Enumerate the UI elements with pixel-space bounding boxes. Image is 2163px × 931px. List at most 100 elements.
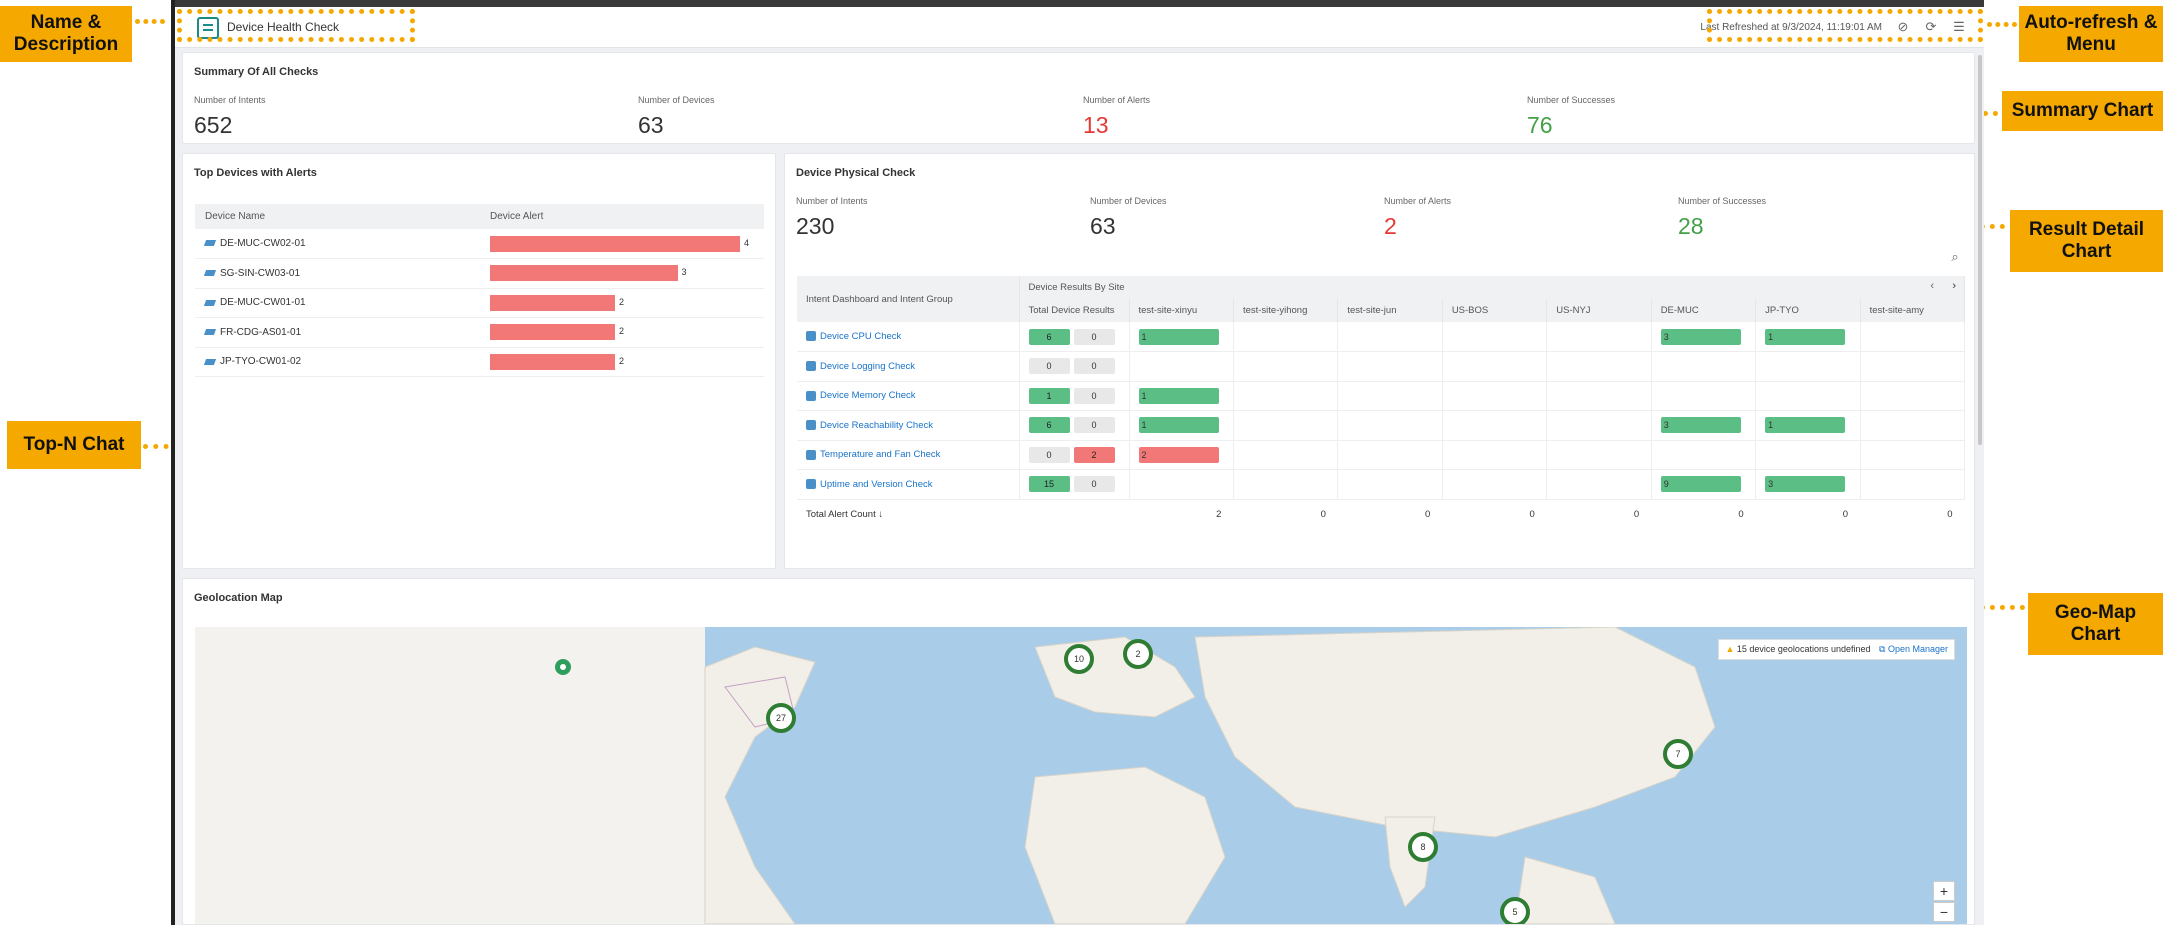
refresh-off-icon[interactable]: ⊘ bbox=[1897, 19, 1909, 34]
map-cluster[interactable]: 10 bbox=[1064, 644, 1094, 674]
map-cluster[interactable]: 5 bbox=[1500, 897, 1530, 924]
zoom-in-button[interactable]: + bbox=[1933, 881, 1955, 901]
total-alert-value: 0 bbox=[1320, 508, 1326, 520]
site-cell bbox=[1651, 351, 1757, 382]
site-results-row[interactable]: Uptime and Version Check 15 0 9 3 bbox=[797, 469, 1966, 500]
site-results-row[interactable]: Device Logging Check 0 0 bbox=[797, 351, 1966, 382]
device-name: DE-MUC-CW02-01 bbox=[220, 238, 306, 249]
alert-chip[interactable]: 0 bbox=[1073, 328, 1115, 345]
col-site[interactable]: JP-TYO bbox=[1755, 299, 1861, 322]
col-site[interactable]: test-site-yihong bbox=[1233, 299, 1339, 322]
site-result-bar[interactable]: 3 bbox=[1765, 476, 1846, 493]
search-icon[interactable]: ⌕ bbox=[1951, 249, 1959, 264]
total-alert-value: 0 bbox=[1842, 508, 1849, 520]
geolocation-map[interactable]: 10 2 27 7 8 5 ▲ 15 device geolocations u… bbox=[195, 627, 1967, 924]
topn-row[interactable]: DE-MUC-CW02-01 4 bbox=[195, 229, 764, 259]
open-manager-link[interactable]: ⧉ Open Manager bbox=[1879, 644, 1948, 654]
site-result-bar[interactable]: 3 bbox=[1660, 328, 1741, 345]
site-result-bar[interactable]: 1 bbox=[1765, 417, 1846, 434]
alert-chip[interactable]: 0 bbox=[1073, 387, 1115, 404]
map-cluster[interactable]: 2 bbox=[1123, 639, 1153, 669]
callout-result-detail: Result Detail Chart bbox=[2010, 210, 2163, 272]
scroll-right-icon[interactable]: › bbox=[1952, 280, 1956, 292]
alert-bar[interactable] bbox=[490, 235, 740, 252]
topn-row[interactable]: JP-TYO-CW01-02 2 bbox=[195, 347, 764, 377]
topn-alert-cell: 2 bbox=[480, 347, 764, 377]
col-site[interactable]: test-site-xinyu bbox=[1129, 299, 1234, 322]
site-results-header-row-2: Total Device Results test-site-xinyu test… bbox=[797, 299, 1966, 322]
topn-device-cell[interactable]: DE-MUC-CW02-01 bbox=[195, 229, 480, 259]
col-intent-group[interactable]: Intent Dashboard and Intent Group bbox=[797, 276, 1020, 322]
alert-bar[interactable] bbox=[490, 353, 615, 370]
intent-group-link[interactable]: Device Memory Check bbox=[820, 390, 916, 402]
site-result-bar[interactable]: 1 bbox=[1138, 328, 1219, 345]
col-site[interactable]: test-site-amy bbox=[1860, 299, 1966, 322]
site-result-bar[interactable]: 1 bbox=[1138, 417, 1219, 434]
alert-chip[interactable]: 0 bbox=[1073, 358, 1115, 375]
site-results-row[interactable]: Device Memory Check 1 0 1 bbox=[797, 381, 1966, 411]
intent-group-link[interactable]: Device Reachability Check bbox=[820, 419, 933, 431]
map-cluster[interactable]: 7 bbox=[1663, 739, 1693, 769]
success-chip[interactable]: 6 bbox=[1028, 328, 1070, 345]
summary-stat-alerts: Number of Alerts 13 bbox=[1083, 95, 1150, 139]
col-total-results[interactable]: Total Device Results bbox=[1019, 299, 1130, 322]
intent-group-link[interactable]: Temperature and Fan Check bbox=[820, 449, 941, 461]
topn-device-cell[interactable]: DE-MUC-CW01-01 bbox=[195, 288, 480, 318]
map-cluster[interactable]: 27 bbox=[766, 703, 796, 733]
site-result-bar[interactable]: 1 bbox=[1765, 328, 1846, 345]
stat-label: Number of Alerts bbox=[1083, 95, 1151, 105]
intent-group-link[interactable]: Device Logging Check bbox=[820, 360, 916, 372]
site-results-row[interactable]: Device Reachability Check 6 0 1 3 1 bbox=[797, 410, 1966, 441]
map-cluster[interactable]: 8 bbox=[1408, 832, 1438, 862]
topn-row[interactable]: SG-SIN-CW03-01 3 bbox=[195, 258, 764, 289]
col-site[interactable]: DE-MUC bbox=[1651, 299, 1757, 322]
col-site[interactable]: test-site-jun bbox=[1337, 299, 1443, 322]
results-by-site-label: Device Results By Site bbox=[1028, 282, 1125, 293]
topn-row[interactable]: FR-CDG-AS01-01 2 bbox=[195, 317, 764, 348]
zoom-out-button[interactable]: − bbox=[1933, 902, 1955, 922]
total-alert-row: Total Alert Count ↓ 2 0 0 0 0 0 0 0 bbox=[797, 499, 1965, 529]
topn-device-cell[interactable]: JP-TYO-CW01-02 bbox=[195, 347, 480, 377]
intent-group-link[interactable]: Device CPU Check bbox=[820, 331, 902, 342]
topn-device-cell[interactable]: FR-CDG-AS01-01 bbox=[195, 317, 480, 348]
topn-col-device[interactable]: Device Name bbox=[195, 204, 480, 229]
alert-chip[interactable]: 0 bbox=[1073, 476, 1115, 493]
site-result-bar[interactable]: 3 bbox=[1660, 417, 1741, 434]
success-chip[interactable]: 15 bbox=[1028, 476, 1070, 493]
topn-row[interactable]: DE-MUC-CW01-01 2 bbox=[195, 288, 764, 318]
col-site[interactable]: US-BOS bbox=[1442, 299, 1548, 322]
last-refreshed-text: Last Refreshed at 9/3/2024, 11:19:01 AM bbox=[1700, 21, 1882, 33]
site-result-bar[interactable]: 9 bbox=[1660, 476, 1741, 493]
site-result-bar[interactable]: 1 bbox=[1138, 387, 1219, 404]
site-result-bar[interactable]: 2 bbox=[1138, 446, 1219, 463]
scroll-left-icon[interactable]: ‹ bbox=[1930, 280, 1934, 292]
alert-bar[interactable] bbox=[490, 294, 615, 311]
callout-geomap-chart: Geo-Map Chart bbox=[2028, 593, 2163, 655]
success-chip[interactable]: 0 bbox=[1028, 446, 1070, 463]
col-site[interactable]: US-NYJ bbox=[1546, 299, 1652, 322]
page-scrollbar[interactable] bbox=[1978, 55, 1982, 445]
physical-panel: Device Physical Check Number of Intents … bbox=[784, 153, 1975, 569]
site-cell bbox=[1337, 410, 1443, 441]
physical-title: Device Physical Check bbox=[796, 167, 916, 179]
total-alert-label[interactable]: Total Alert Count ↓ bbox=[806, 508, 884, 520]
site-results-row[interactable]: Device CPU Check 6 0 1 3 1 bbox=[797, 322, 1966, 352]
topn-alert-cell: 2 bbox=[480, 317, 764, 348]
menu-icon[interactable]: ☰ bbox=[1953, 19, 1965, 34]
success-chip[interactable]: 1 bbox=[1028, 387, 1070, 404]
site-cell bbox=[1233, 351, 1339, 382]
topn-title: Top Devices with Alerts bbox=[194, 167, 317, 179]
alert-bar[interactable] bbox=[490, 265, 678, 282]
site-results-row[interactable]: Temperature and Fan Check 0 2 2 bbox=[797, 440, 1966, 470]
topn-device-cell[interactable]: SG-SIN-CW03-01 bbox=[195, 258, 480, 289]
alert-bar[interactable] bbox=[490, 324, 615, 341]
intent-group-link[interactable]: Uptime and Version Check bbox=[820, 478, 933, 490]
auto-refresh-icon[interactable]: ⟳ bbox=[1925, 19, 1937, 34]
success-chip[interactable]: 0 bbox=[1028, 358, 1070, 375]
alert-chip[interactable]: 0 bbox=[1073, 417, 1115, 434]
success-chip[interactable]: 6 bbox=[1028, 417, 1070, 434]
alert-chip[interactable]: 2 bbox=[1073, 446, 1115, 463]
device-name: JP-TYO-CW01-02 bbox=[220, 356, 302, 368]
topn-col-alert[interactable]: Device Alert bbox=[480, 204, 764, 229]
